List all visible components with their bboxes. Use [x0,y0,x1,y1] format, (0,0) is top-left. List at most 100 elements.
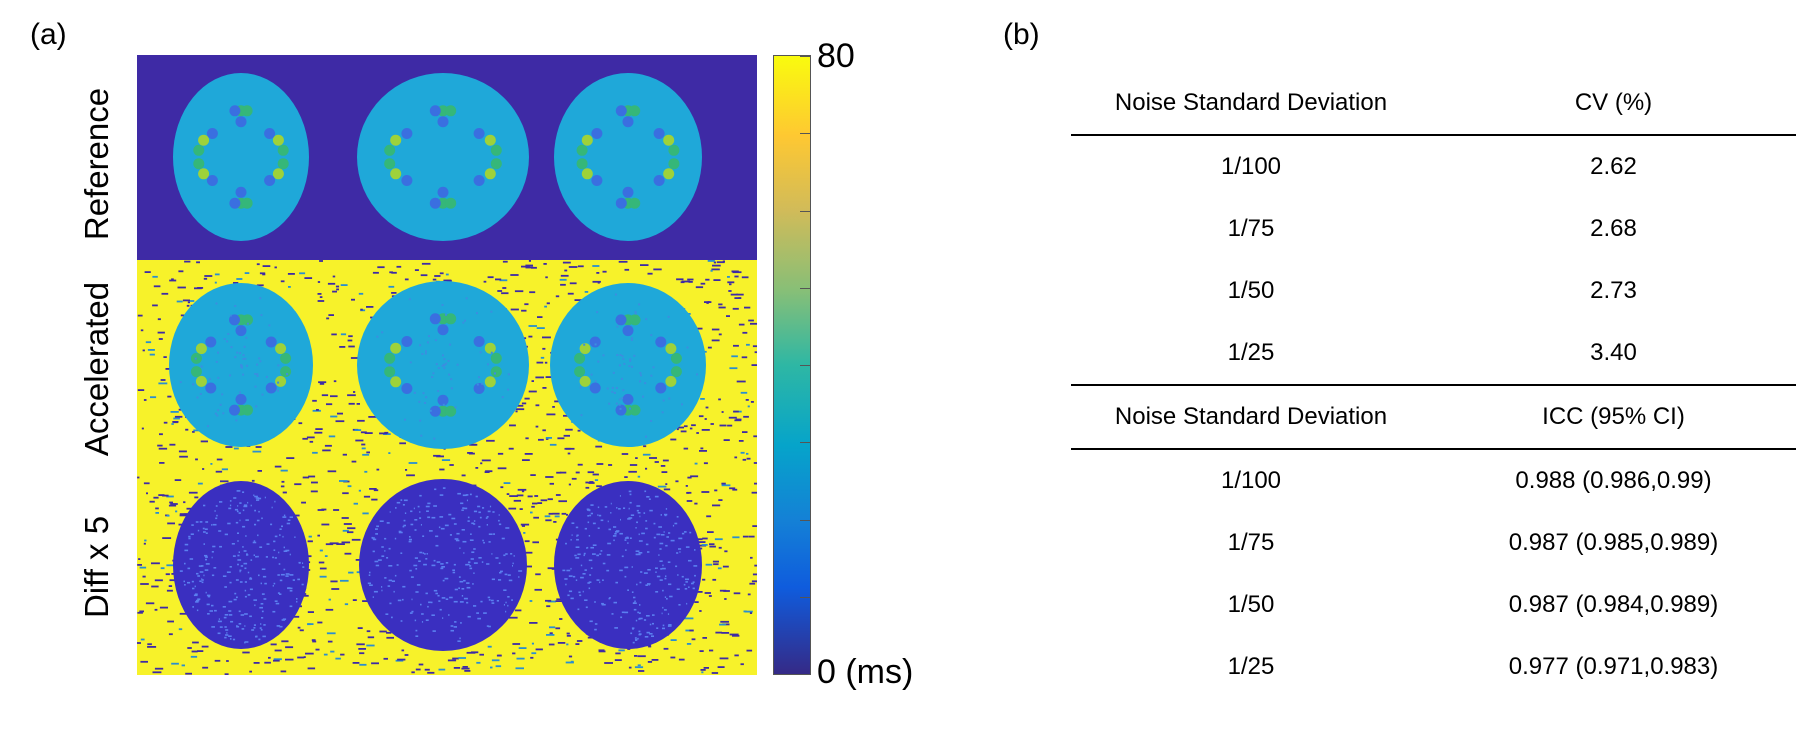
noise-speckle [487,645,492,648]
difference-speckle [256,519,260,522]
noise-speckle [670,438,677,441]
artifact-speckle [490,310,493,313]
difference-speckle [448,614,450,616]
difference-speckle [244,613,248,615]
difference-speckle [289,605,293,608]
difference-speckle [473,523,476,525]
difference-speckle [467,563,470,566]
noise-speckle [340,579,349,582]
difference-speckle [486,516,489,518]
noise-speckle [484,471,490,473]
noise-speckle [545,476,554,478]
phantom-disk [173,73,309,241]
noise-speckle [328,598,331,601]
noise-speckle [637,475,641,478]
noise-speckle [352,599,357,601]
noise-speckle [584,291,589,293]
difference-speckle [488,541,491,543]
noise-speckle [311,481,318,484]
difference-speckle [645,520,648,522]
noise-speckle [194,496,199,499]
difference-speckle [257,534,259,537]
artifact-speckle [422,392,425,395]
noise-speckle [376,468,380,471]
difference-speckle [659,548,662,550]
noise-speckle [717,666,725,668]
noise-speckle [153,285,161,288]
difference-speckle [229,500,232,502]
noise-speckle [516,494,524,497]
noise-speckle [657,485,667,488]
noise-speckle [226,660,229,662]
noise-speckle [714,489,718,492]
noise-speckle [587,471,595,474]
difference-speckle [614,533,617,535]
noise-speckle [516,404,524,407]
noise-speckle [316,409,319,411]
noise-speckle [363,495,371,498]
difference-speckle [636,553,641,556]
noise-speckle [513,499,521,502]
difference-speckle [438,600,441,602]
difference-speckle [201,579,204,581]
artifact-speckle [179,381,182,384]
difference-speckle [432,630,436,632]
difference-speckle [630,514,635,516]
noise-speckle [740,391,748,394]
noise-speckle [295,514,300,517]
difference-speckle [473,510,478,513]
difference-speckle [402,585,406,588]
artifact-speckle [612,371,615,374]
noise-speckle [721,411,724,413]
noise-speckle [321,523,330,526]
artifact-speckle [437,367,440,370]
noise-speckle [356,571,362,574]
noise-speckle [740,663,744,666]
difference-speckle [462,509,464,511]
noise-speckle [152,275,158,278]
difference-speckle [233,497,237,499]
difference-speckle [665,575,667,577]
noise-speckle [676,278,684,281]
noise-speckle [577,265,584,268]
difference-speckle [191,524,194,526]
phantom-insert [277,144,289,156]
difference-speckle [487,510,491,513]
artifact-speckle [236,351,239,354]
difference-speckle [638,540,643,542]
difference-speckle [420,524,422,526]
phantom-insert [670,366,682,378]
noise-speckle [533,516,539,519]
artifact-speckle [277,389,279,392]
difference-speckle [692,581,695,583]
difference-speckle [667,625,670,627]
difference-speckle [635,639,638,641]
difference-speckle [594,601,596,603]
noise-speckle [336,543,345,545]
phantom-insert [242,404,253,416]
noise-speckle [497,452,504,455]
noise-speckle [341,517,349,519]
phantom-insert [401,175,413,186]
phantom-insert [198,134,210,146]
noise-speckle [545,276,548,279]
noise-speckle [724,598,727,600]
difference-speckle [272,610,276,613]
noise-speckle [753,462,757,464]
difference-speckle [261,617,264,619]
artifact-speckle [255,405,258,408]
phantom-insert [429,197,441,209]
noise-speckle [734,297,742,299]
artifact-speckle [259,360,262,363]
difference-speckle [659,579,663,581]
artifact-speckle [490,351,493,354]
difference-speckle [279,579,283,582]
noise-speckle [348,345,355,348]
phantom-insert [579,375,591,387]
noise-speckle [210,463,213,465]
noise-speckle [166,589,173,592]
noise-speckle [732,634,740,637]
difference-speckle [230,638,232,640]
phantom-insert [615,105,627,117]
noise-speckle [170,503,178,505]
